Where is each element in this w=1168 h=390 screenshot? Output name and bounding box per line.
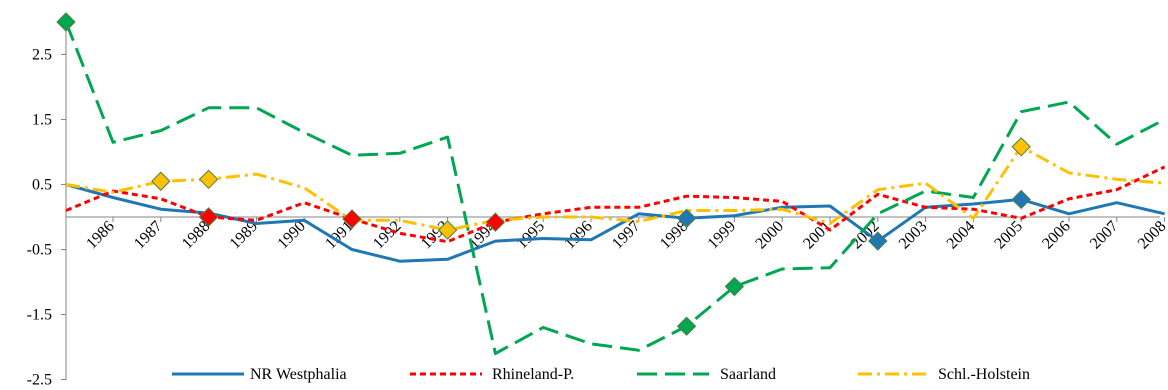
x-tick-label: 1997	[609, 218, 644, 253]
series-marker-4	[1011, 137, 1031, 157]
legend-label-1: NR Westphalia	[250, 366, 347, 383]
x-tick-label: 2007	[1087, 218, 1122, 253]
series-line-1	[65, 183, 1165, 263]
series-marker-4	[437, 220, 458, 240]
series-marker-3	[676, 316, 697, 336]
series-marker-2	[485, 212, 506, 232]
series-line-2	[65, 165, 1166, 244]
x-tick-label: 2000	[752, 218, 787, 253]
series-marker-1	[868, 231, 888, 251]
y-tick-label: -2.5	[27, 372, 52, 389]
y-tick-label: -1.5	[27, 307, 52, 324]
y-tick-label: 1.5	[32, 112, 52, 129]
series-line-3	[64, 21, 1166, 355]
x-tick-label: 1986	[83, 218, 118, 253]
series-marker-3	[56, 12, 76, 32]
series-marker-3	[724, 276, 745, 297]
x-tick-label: 2004	[944, 218, 979, 253]
series-marker-2	[342, 209, 362, 229]
series-marker-1	[676, 208, 697, 229]
legend-label-2: Rhineland-P.	[492, 366, 574, 383]
x-tick-label: 2005	[991, 218, 1026, 253]
series-line-4	[65, 145, 1165, 232]
series-marker-4	[151, 171, 171, 191]
x-tick-label: 1987	[131, 218, 166, 253]
series-layer	[56, 12, 1166, 355]
x-tick-label: 1992	[370, 218, 405, 253]
y-tick-label: 0.5	[32, 177, 52, 194]
y-tick-label: -0.5	[27, 242, 52, 259]
y-tick-label: 2.5	[32, 47, 52, 64]
x-tick-label: 2006	[1039, 218, 1074, 253]
x-tick-label: 1995	[513, 218, 548, 253]
x-tick-label: 1996	[561, 218, 596, 253]
series-marker-4	[198, 169, 219, 190]
legend-label-4: Schl.-Holstein	[938, 366, 1030, 383]
x-tick-label: 2008	[1135, 218, 1168, 253]
series-marker-1	[1011, 189, 1031, 210]
x-tick-label: 1999	[705, 218, 740, 253]
chart-legend: NR Westphalia Rhineland-P. Saarland Schl.-H…	[172, 366, 1030, 383]
series-marker-2	[198, 207, 219, 227]
legend-label-3: Saarland	[720, 366, 776, 383]
